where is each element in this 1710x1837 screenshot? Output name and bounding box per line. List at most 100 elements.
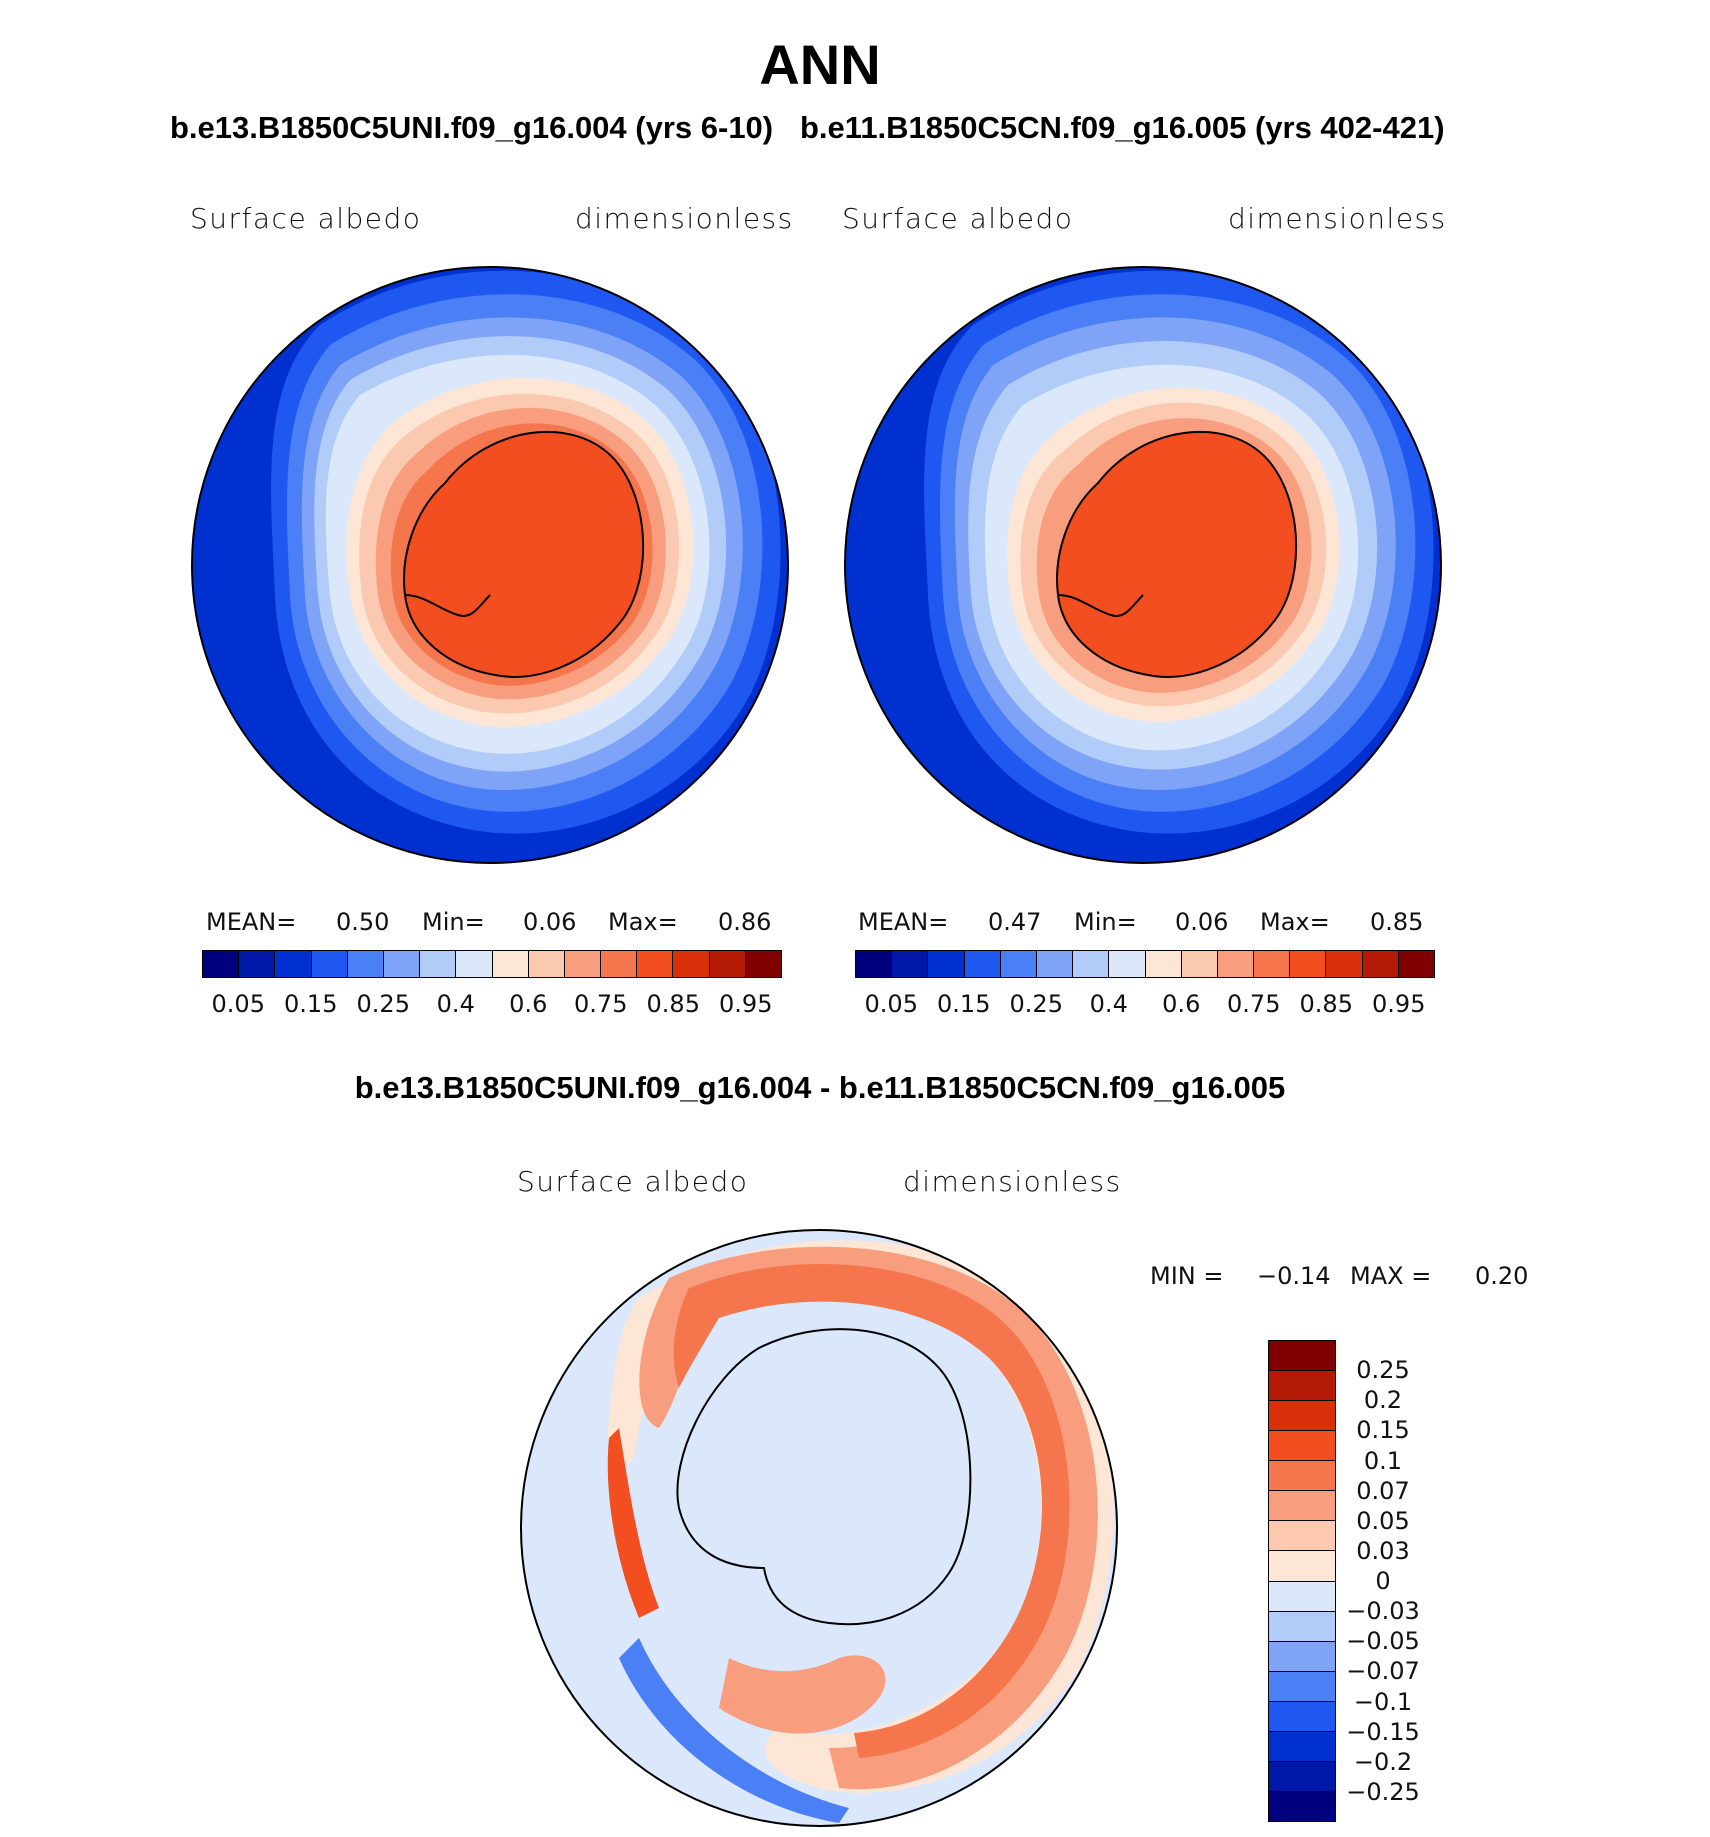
colorbar-tick-label: 0.2 <box>1363 1386 1403 1415</box>
colorbar-right <box>855 950 1435 978</box>
colorbar-swatch <box>1269 1760 1335 1791</box>
colorbar-tick-label: 0.1 <box>1363 1446 1403 1475</box>
colorbar-swatch <box>637 951 674 977</box>
units-label-left: dimensionless <box>575 202 794 235</box>
polar-map-right <box>844 266 1442 864</box>
diff-min-label: MIN = <box>1150 1262 1224 1290</box>
colorbar-tick-label: 0.03 <box>1356 1536 1410 1565</box>
mean-value-right: 0.47 <box>988 908 1042 936</box>
diff-min-value: −0.14 <box>1257 1262 1331 1290</box>
colorbar-swatch <box>673 951 710 977</box>
colorbar-tick-label: −0.03 <box>1346 1597 1420 1626</box>
min-label-left: Min= <box>422 908 485 936</box>
colorbar-swatch <box>203 951 240 977</box>
colorbar-swatch <box>1290 951 1327 977</box>
colorbar-tick-label: 0.15 <box>1356 1416 1410 1445</box>
colorbar-tick-label: −0.07 <box>1346 1657 1420 1686</box>
colorbar-swatch <box>383 951 421 977</box>
colorbar-swatch <box>1398 951 1434 977</box>
colorbar-tick-label: −0.25 <box>1346 1777 1420 1806</box>
colorbar-swatch <box>1145 951 1182 977</box>
colorbar-tick-label: 0.25 <box>1356 1356 1410 1385</box>
colorbar-swatch <box>1269 1790 1335 1821</box>
colorbar-swatch <box>1036 951 1074 977</box>
colorbar-tick-label: 0.05 <box>211 990 265 1018</box>
colorbar-tick-label: 0.07 <box>1356 1476 1410 1505</box>
figure-title: ANN <box>759 33 881 96</box>
colorbar-swatch <box>1269 1460 1335 1491</box>
colorbar-swatch <box>456 951 493 977</box>
colorbar-swatch <box>347 951 384 977</box>
diff-units-label: dimensionless <box>903 1165 1122 1198</box>
colorbar-tick-label: −0.05 <box>1346 1627 1420 1656</box>
colorbar-swatch <box>928 951 965 977</box>
colorbar-swatch <box>1109 951 1146 977</box>
colorbar-swatch <box>964 951 1001 977</box>
colorbar-swatch <box>1269 1670 1335 1701</box>
colorbar-left <box>202 950 782 978</box>
colorbar-tick-label: 0.25 <box>1009 990 1063 1018</box>
colorbar-swatch <box>311 951 348 977</box>
colorbar-ticks-right: 0.05 0.15 0.25 0.4 0.6 0.75 0.85 0.95 <box>855 990 1435 1020</box>
colorbar-swatch <box>492 951 529 977</box>
variable-label-right: Surface albedo <box>842 202 1074 235</box>
colorbar-swatch <box>564 951 602 977</box>
colorbar-tick-label: 0.05 <box>864 990 918 1018</box>
colorbar-tick-label: 0.15 <box>284 990 338 1018</box>
colorbar-swatch <box>745 951 781 977</box>
max-value-right: 0.85 <box>1370 908 1424 936</box>
colorbar-tick-label: −0.2 <box>1353 1747 1413 1776</box>
colorbar-swatch <box>1269 1640 1335 1671</box>
min-label-right: Min= <box>1074 908 1137 936</box>
colorbar-tick-label: 0.95 <box>1372 990 1426 1018</box>
max-label-left: Max= <box>608 908 678 936</box>
colorbar-swatch <box>1073 951 1110 977</box>
colorbar-swatch <box>1326 951 1363 977</box>
colorbar-tick-label: 0.15 <box>937 990 991 1018</box>
colorbar-swatch <box>528 951 565 977</box>
colorbar-tick-label: 0.95 <box>719 990 773 1018</box>
colorbar-swatch <box>1269 1610 1335 1641</box>
colorbar-swatch <box>1269 1550 1335 1581</box>
polar-map-difference <box>520 1229 1118 1827</box>
colorbar-swatch <box>892 951 929 977</box>
colorbar-swatch <box>239 951 276 977</box>
diff-max-value: 0.20 <box>1475 1262 1529 1290</box>
units-label-right: dimensionless <box>1228 202 1447 235</box>
colorbar-tick-label: −0.1 <box>1353 1687 1413 1716</box>
mean-value-left: 0.50 <box>336 908 390 936</box>
mean-label-left: MEAN= <box>206 908 297 936</box>
colorbar-swatch <box>1000 951 1037 977</box>
colorbar-swatch <box>1269 1370 1335 1401</box>
colorbar-tick-label: −0.15 <box>1346 1717 1420 1746</box>
colorbar-swatch <box>420 951 457 977</box>
colorbar-tick-label: 0.25 <box>356 990 410 1018</box>
colorbar-tick-label: 0.4 <box>436 990 475 1018</box>
colorbar-swatch <box>1362 951 1399 977</box>
colorbar-swatch <box>1181 951 1218 977</box>
colorbar-swatch <box>709 951 746 977</box>
mean-label-right: MEAN= <box>858 908 949 936</box>
colorbar-tick-label: 0.05 <box>1356 1506 1410 1535</box>
case-title-left: b.e13.B1850C5UNI.f09_g16.004 (yrs 6-10) <box>170 110 774 145</box>
colorbar-tick-label: 0.4 <box>1089 990 1128 1018</box>
difference-title: b.e13.B1850C5UNI.f09_g16.004 - b.e11.B18… <box>354 1070 1286 1105</box>
polar-map-left <box>191 266 789 864</box>
colorbar-tick-label: 0.6 <box>509 990 548 1018</box>
min-value-left: 0.06 <box>523 908 577 936</box>
colorbar-swatch <box>1269 1430 1335 1461</box>
case-title-right: b.e11.B1850C5CN.f09_g16.005 (yrs 402-421… <box>800 110 1445 145</box>
diff-max-label: MAX = <box>1350 1262 1432 1290</box>
variable-label-left: Surface albedo <box>190 202 422 235</box>
colorbar-swatch <box>1269 1490 1335 1521</box>
colorbar-tick-label: 0.6 <box>1162 990 1201 1018</box>
colorbar-swatch <box>1254 951 1291 977</box>
colorbar-swatch <box>601 951 638 977</box>
colorbar-swatch <box>275 951 312 977</box>
colorbar-tick-label: 0.75 <box>1227 990 1281 1018</box>
colorbar-swatch <box>1269 1730 1335 1761</box>
diff-colorbar <box>1268 1340 1336 1822</box>
colorbar-swatch <box>856 951 893 977</box>
colorbar-swatch <box>1269 1520 1335 1551</box>
colorbar-tick-label: 0.85 <box>646 990 700 1018</box>
